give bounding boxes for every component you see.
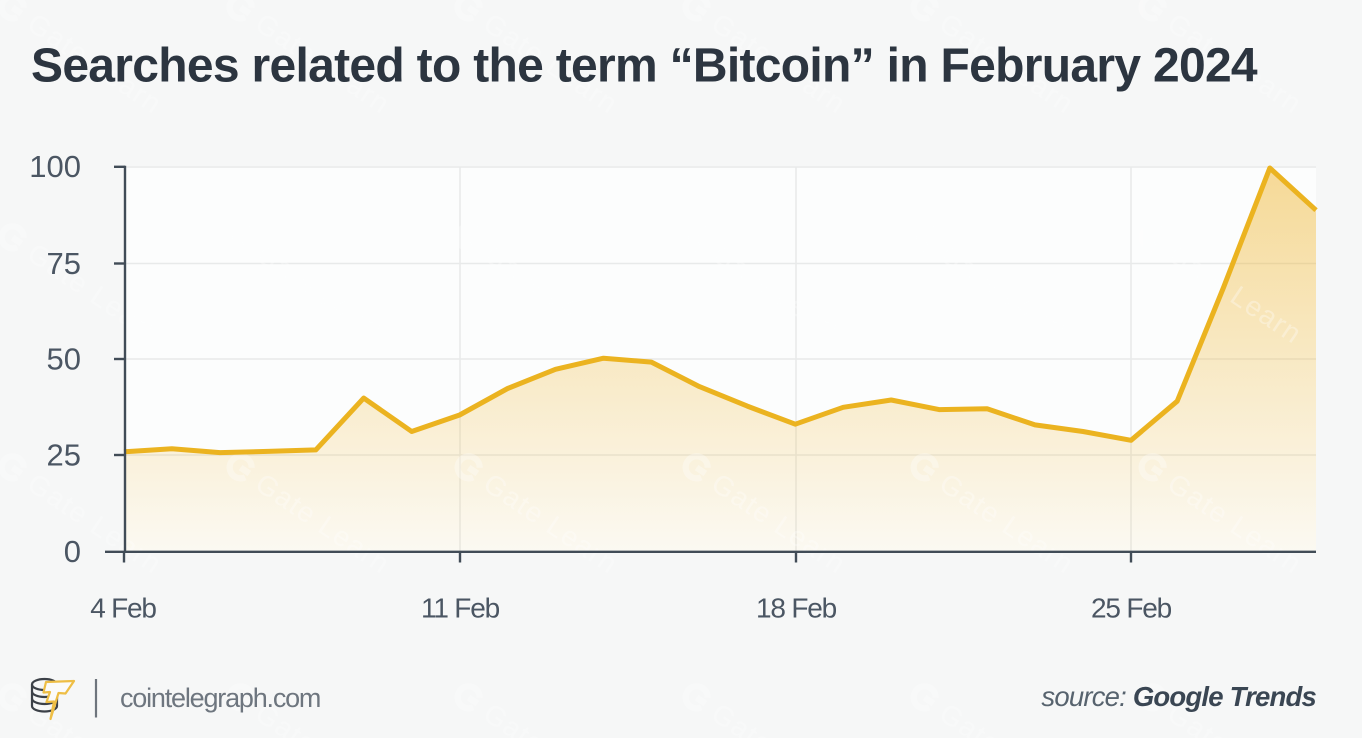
svg-text:Searches related to the term “: Searches related to the term “Bitcoin” i… <box>31 40 1258 93</box>
svg-text:0: 0 <box>64 534 81 569</box>
svg-text:11 Feb: 11 Feb <box>421 593 500 624</box>
svg-text:50: 50 <box>47 342 81 377</box>
svg-text:75: 75 <box>47 246 81 281</box>
svg-text:cointelegraph.com: cointelegraph.com <box>120 683 320 713</box>
svg-text:25: 25 <box>47 438 81 473</box>
svg-text:100: 100 <box>29 149 81 184</box>
svg-text:25 Feb: 25 Feb <box>1091 593 1172 624</box>
svg-text:source: Google Trends: source: Google Trends <box>1041 681 1316 712</box>
svg-text:4 Feb: 4 Feb <box>90 593 156 624</box>
svg-text:18 Feb: 18 Feb <box>756 593 837 624</box>
